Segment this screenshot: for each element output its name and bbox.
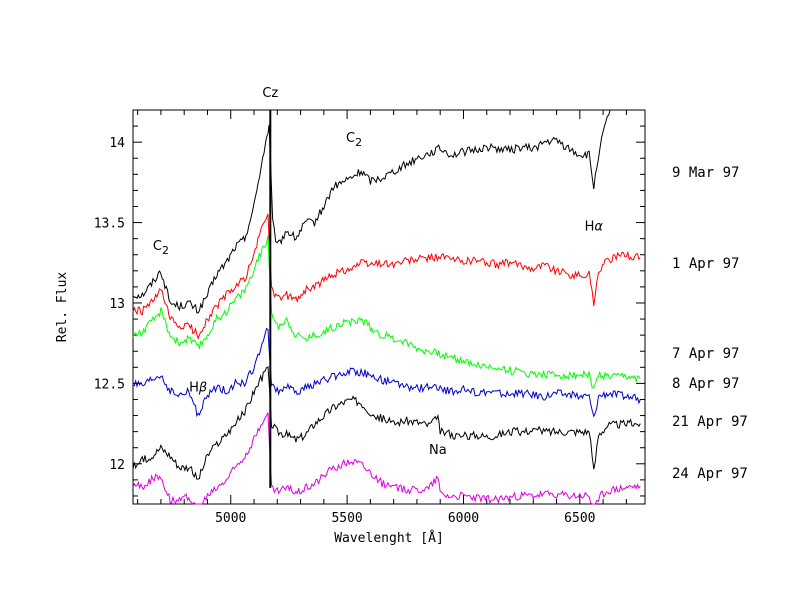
- plot-frame: [132, 109, 646, 505]
- annotation-layer: C2 C2 Cz Hβ Hα Na: [153, 86, 604, 458]
- annotation: C2: [346, 131, 362, 149]
- y-tick-label: 13.5: [94, 217, 125, 232]
- annotation: Cz: [262, 86, 278, 101]
- y-tick-label: 12: [109, 458, 125, 473]
- legend-entry: 9 Mar 97: [672, 165, 739, 181]
- axis-ticks: 5000 5500 6000 6500 12 12.5 13 13.5 14: [94, 109, 645, 526]
- legend-entry: 1 Apr 97: [672, 256, 739, 272]
- legend-entry: 8 Apr 97: [672, 376, 739, 392]
- x-tick-label: 5500: [331, 511, 362, 526]
- annotation: Hβ: [189, 380, 207, 395]
- legend-entry: 24 Apr 97: [672, 466, 748, 482]
- y-tick-label: 14: [109, 136, 125, 151]
- y-tick-label: 13: [109, 297, 125, 312]
- series-layer: [132, 109, 641, 505]
- x-tick-label: 6000: [448, 511, 479, 526]
- series-line: [132, 109, 611, 314]
- series-line: [132, 412, 641, 505]
- x-axis-label: Wavelenght [Å]: [334, 530, 444, 546]
- y-tick-label: 12.5: [94, 377, 125, 392]
- y-axis-label: Rel. Flux: [55, 272, 70, 343]
- annotation: C2: [153, 239, 169, 257]
- legend: 9 Mar 97 1 Apr 97 7 Apr 97 8 Apr 97 21 Apr 9…: [672, 165, 748, 482]
- legend-entry: 21 Apr 97: [672, 414, 748, 430]
- x-tick-label: 6500: [564, 511, 595, 526]
- x-tick-label: 5000: [215, 511, 246, 526]
- annotation: Hα: [585, 220, 604, 235]
- series-line: [132, 213, 641, 340]
- series-line: [132, 235, 641, 389]
- annotation: Na: [429, 443, 447, 458]
- series-line: [132, 366, 641, 480]
- series-line: [132, 328, 641, 418]
- legend-entry: 7 Apr 97: [672, 346, 739, 362]
